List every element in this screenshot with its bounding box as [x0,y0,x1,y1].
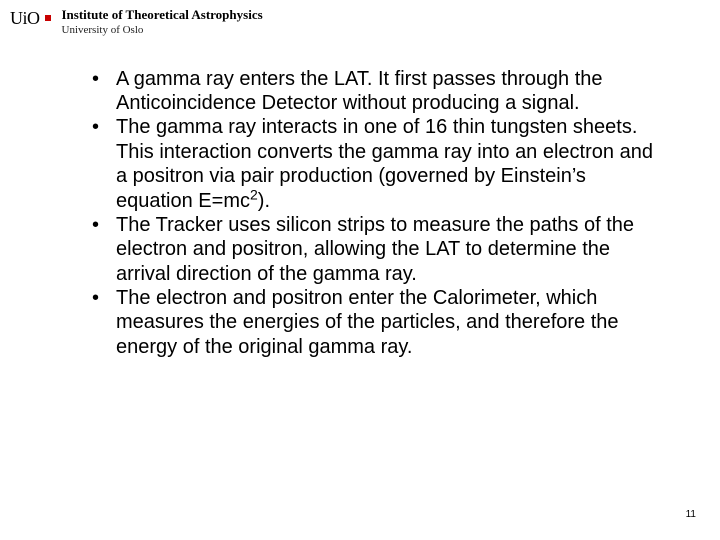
bullet-text: The gamma ray interacts in one of 16 thi… [116,116,653,211]
university-name: University of Oslo [62,24,263,37]
list-item: The Tracker uses silicon strips to measu… [92,213,658,286]
list-item: A gamma ray enters the LAT. It first pas… [92,67,658,116]
slide-header: UiO Institute of Theoretical Astrophysic… [0,0,720,41]
bullet-text: The Tracker uses silicon strips to measu… [116,214,634,285]
institute-name: Institute of Theoretical Astrophysics [62,8,263,23]
bullet-text: The electron and positron enter the Calo… [116,287,619,358]
logo-text: UiO [10,8,40,29]
page-number: 11 [686,509,696,520]
bullet-list: A gamma ray enters the LAT. It first pas… [92,67,658,360]
institute-block: Institute of Theoretical Astrophysics Un… [62,8,263,37]
logo-separator-icon [45,15,51,21]
uio-logo: UiO [10,8,54,29]
list-item: The electron and positron enter the Calo… [92,286,658,359]
bullet-text: A gamma ray enters the LAT. It first pas… [116,68,603,114]
list-item: The gamma ray interacts in one of 16 thi… [92,115,658,213]
slide-content: A gamma ray enters the LAT. It first pas… [0,41,720,360]
